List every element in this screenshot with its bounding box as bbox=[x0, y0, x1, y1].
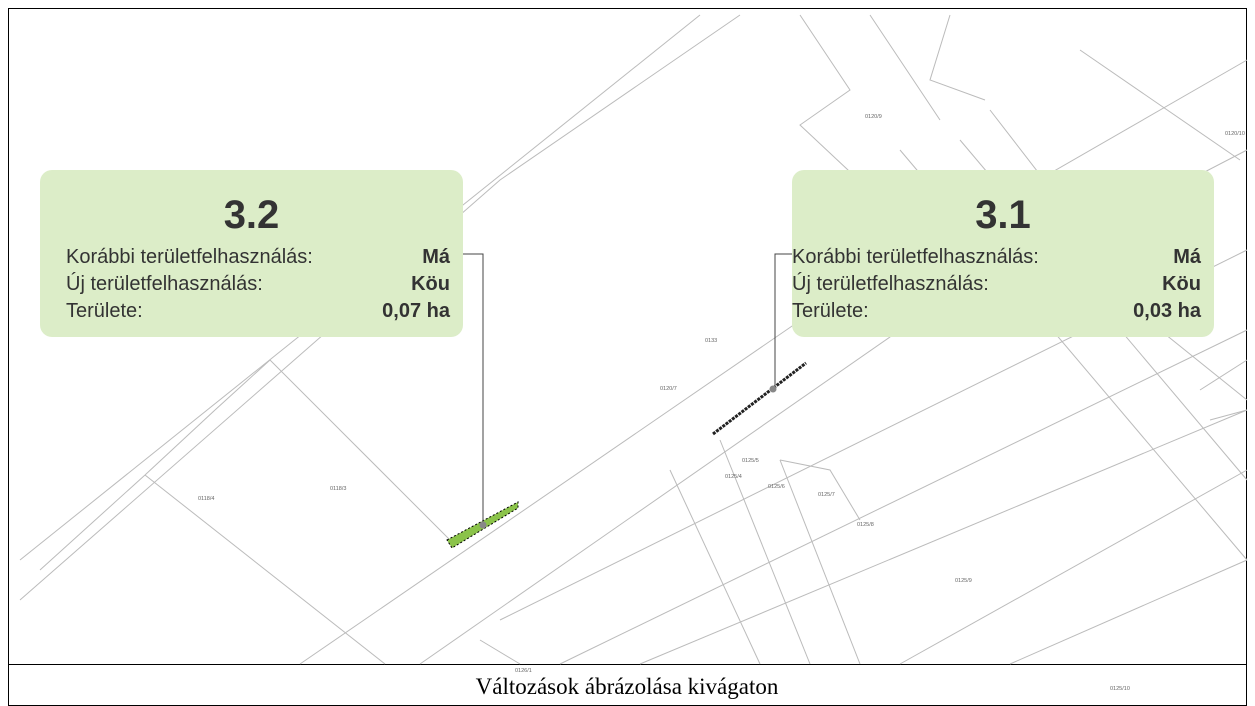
parcel-label: 0125/10 bbox=[1110, 686, 1130, 692]
change-area bbox=[712, 361, 807, 436]
field-label: Területe: bbox=[792, 300, 869, 322]
parcel-label: 0125/4 bbox=[725, 474, 742, 480]
field-value: Köu bbox=[1162, 273, 1201, 295]
field-value: 0,07 ha bbox=[382, 300, 451, 322]
callout-title: 3.1 bbox=[975, 193, 1031, 237]
leader-line bbox=[774, 253, 792, 388]
field-value: Köu bbox=[411, 273, 450, 295]
parcel-label: 0125/7 bbox=[818, 492, 835, 498]
anchor-point bbox=[479, 521, 487, 529]
callout-box bbox=[40, 170, 463, 337]
parcel-label: 0126/1 bbox=[515, 668, 532, 674]
field-label: Területe: bbox=[66, 300, 143, 322]
callout-box bbox=[792, 170, 1214, 337]
field-label: Új területfelhasználás: bbox=[66, 272, 263, 295]
field-value: Má bbox=[1173, 246, 1202, 268]
callout-title: 3.2 bbox=[224, 193, 280, 237]
parcel-label: 0120/7 bbox=[660, 386, 677, 392]
parcel-label: 0125/8 bbox=[857, 522, 874, 528]
field-label: Korábbi területfelhasználás: bbox=[792, 246, 1039, 268]
parcel-label: 0125/5 bbox=[742, 458, 759, 464]
frame bbox=[8, 8, 1247, 706]
field-label: Új területfelhasználás: bbox=[792, 272, 989, 295]
parcel-label: 0120/9 bbox=[865, 114, 882, 120]
parcel-label: 0118/3 bbox=[330, 486, 346, 492]
parcel-label: 0118/4 bbox=[198, 496, 214, 502]
field-value: Má bbox=[422, 246, 451, 268]
field-value: 0,03 ha bbox=[1133, 300, 1202, 322]
parcel-label: 0120/10 bbox=[1225, 131, 1245, 137]
parcel-lines bbox=[19, 14, 1248, 665]
parcel-label: 0125/9 bbox=[955, 578, 972, 584]
parcel-label: 0125/6 bbox=[768, 484, 785, 490]
parcel-label: 0133 bbox=[705, 338, 717, 344]
field-label: Korábbi területfelhasználás: bbox=[66, 246, 313, 268]
leader-line bbox=[463, 253, 484, 525]
anchor-point bbox=[769, 385, 777, 393]
caption: Változások ábrázolása kivágaton bbox=[476, 674, 779, 699]
